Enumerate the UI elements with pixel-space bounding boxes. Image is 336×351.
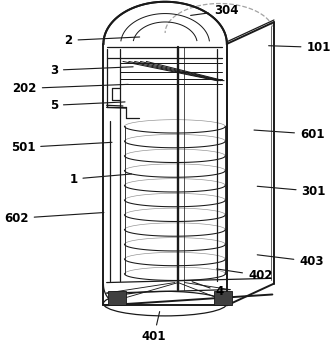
- Text: 101: 101: [269, 41, 331, 54]
- Text: 202: 202: [12, 82, 128, 95]
- Bar: [108, 291, 126, 305]
- Text: 601: 601: [254, 127, 325, 141]
- Text: 3: 3: [50, 64, 133, 77]
- Text: 304: 304: [191, 4, 238, 17]
- Text: 2: 2: [65, 34, 140, 47]
- Text: 501: 501: [11, 141, 112, 154]
- Text: 5: 5: [50, 99, 125, 112]
- Text: 1: 1: [69, 172, 131, 186]
- Polygon shape: [103, 2, 227, 44]
- Text: 403: 403: [257, 255, 324, 268]
- Bar: [214, 291, 232, 305]
- Text: 401: 401: [141, 312, 166, 344]
- Text: 301: 301: [257, 185, 326, 198]
- Text: 4: 4: [192, 282, 224, 298]
- Text: 402: 402: [217, 269, 272, 282]
- Text: 602: 602: [4, 212, 104, 225]
